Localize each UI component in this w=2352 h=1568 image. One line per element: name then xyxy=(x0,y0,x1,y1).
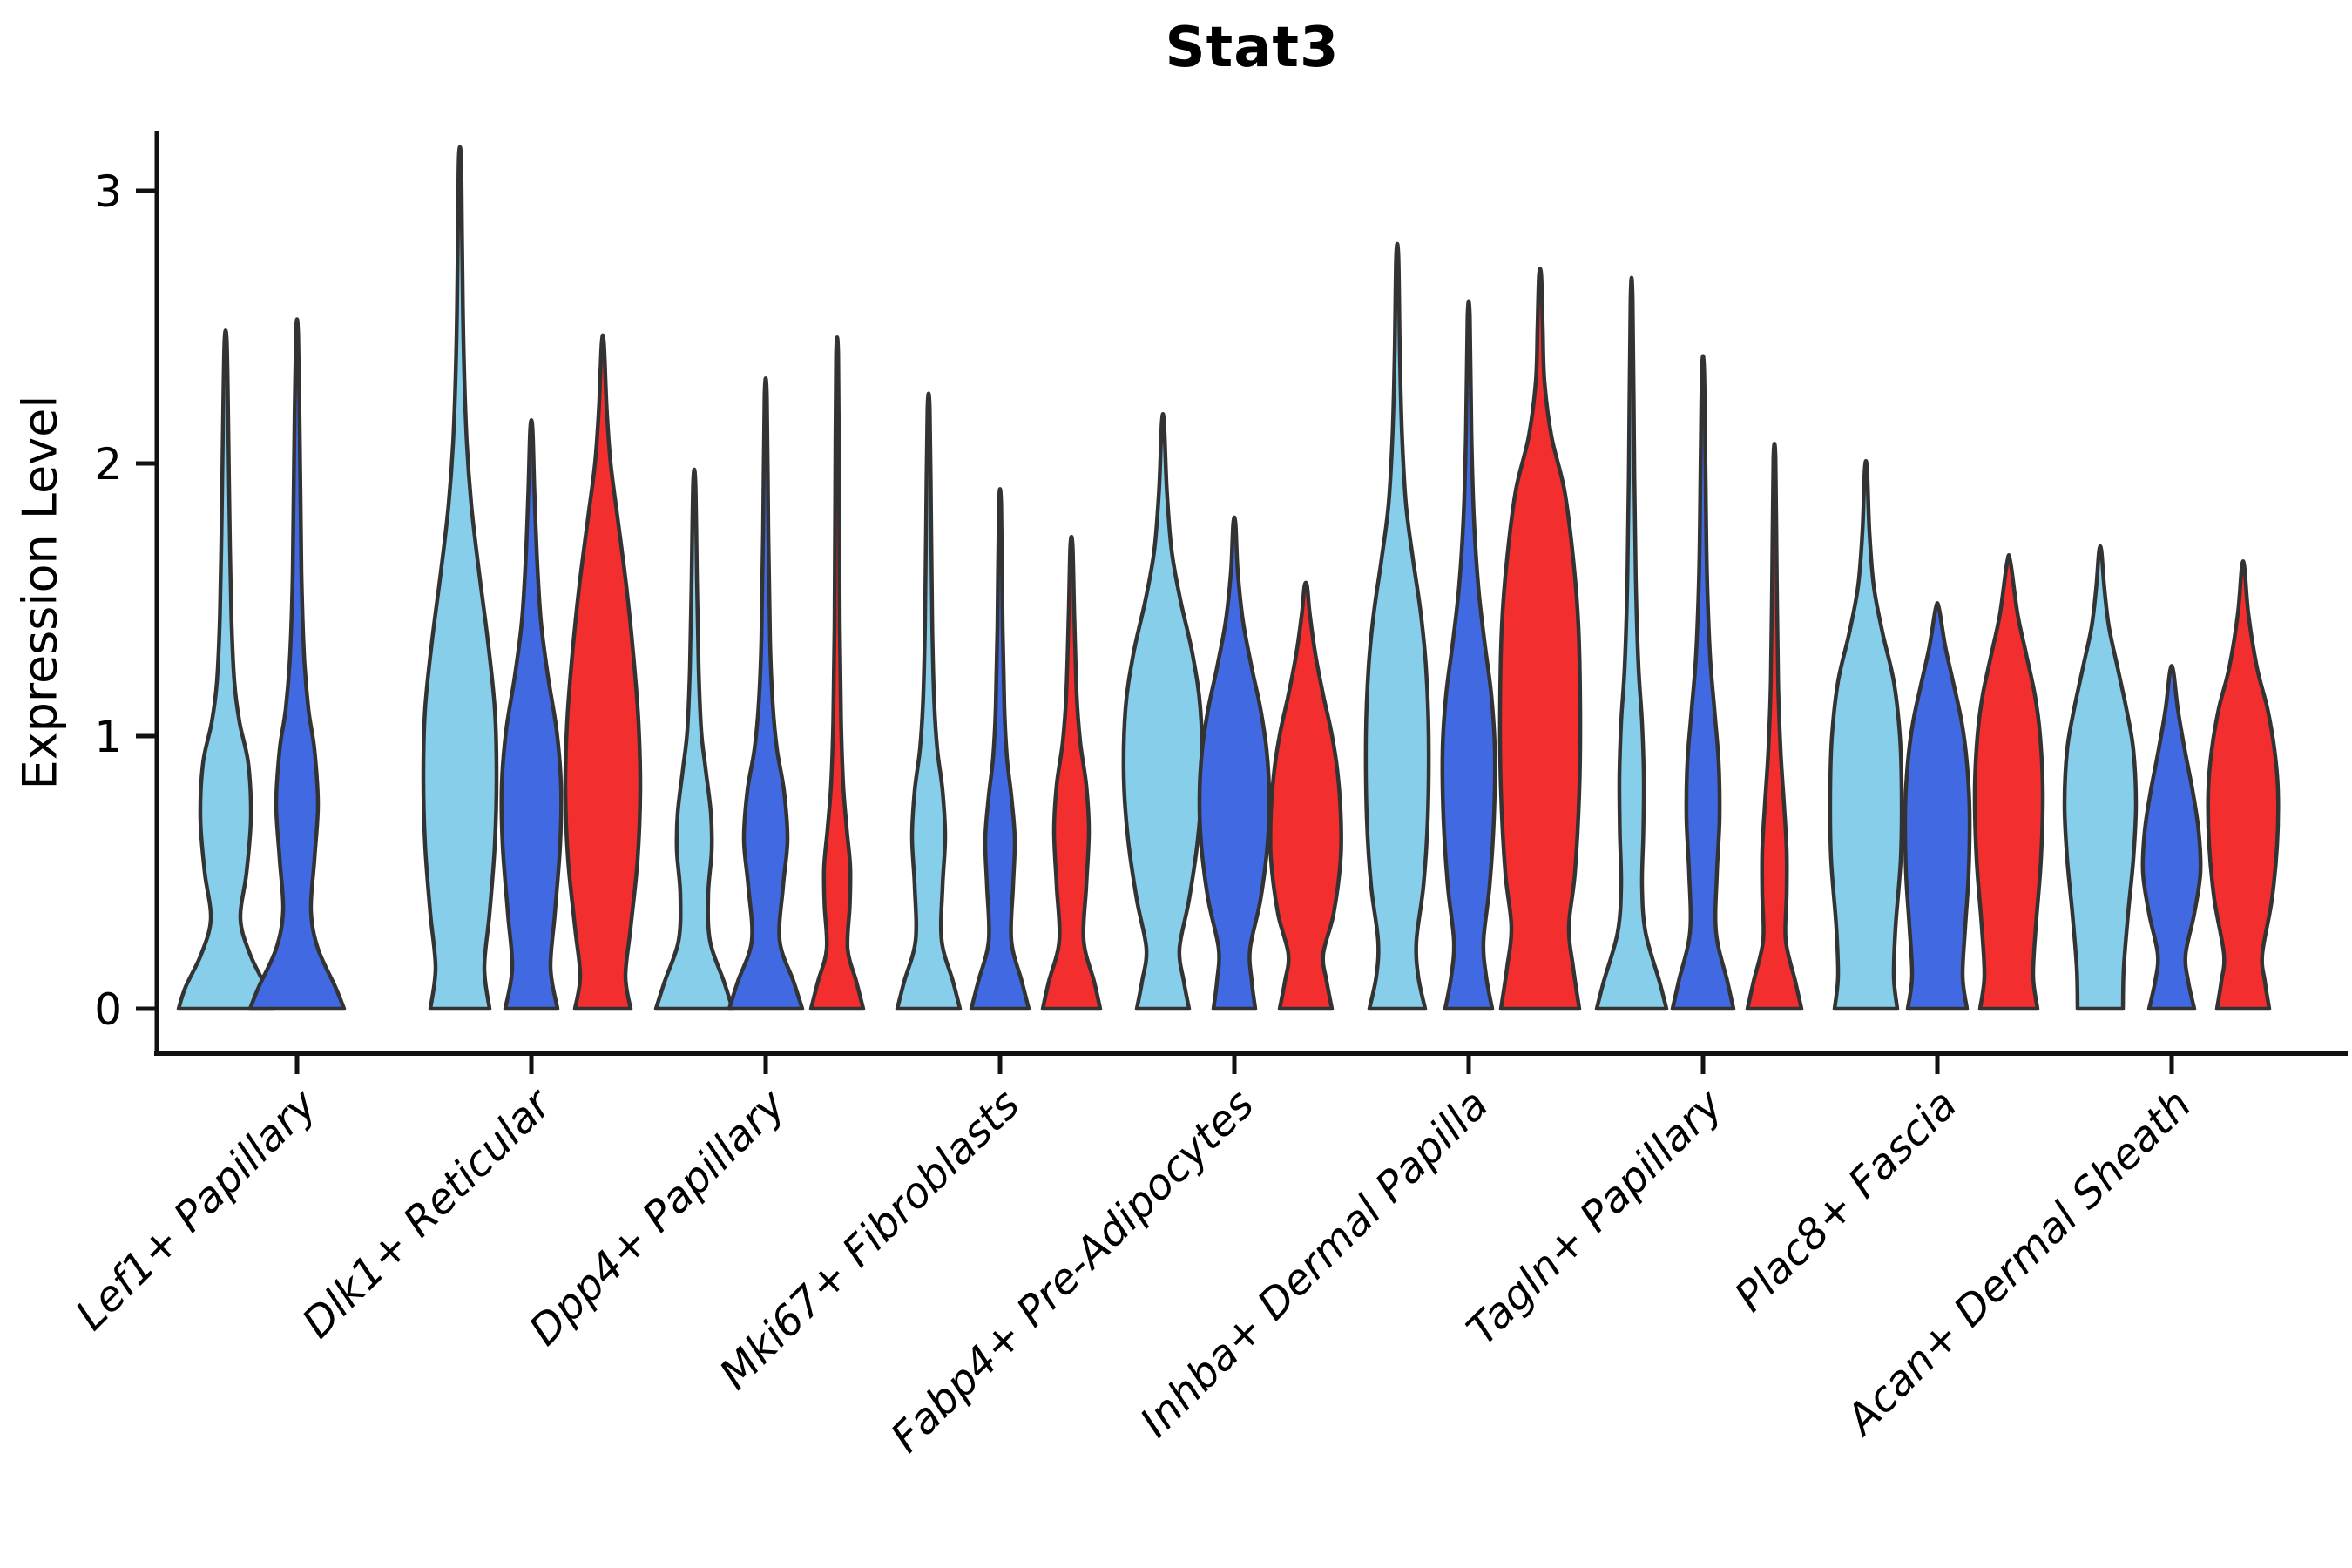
violin-royal-blue-1 xyxy=(247,317,347,1011)
violin-red-6 xyxy=(1497,267,1583,1011)
violin-royal-blue-4 xyxy=(969,487,1031,1011)
violin-red-7 xyxy=(1745,442,1804,1011)
violin-red-8 xyxy=(1972,553,2045,1011)
violin-light-blue-1 xyxy=(176,328,275,1011)
violin-red-9 xyxy=(2206,559,2281,1011)
violin-red-3 xyxy=(808,335,866,1011)
violin-light-blue-6 xyxy=(1363,241,1431,1011)
y-tick-label: 3 xyxy=(94,166,122,217)
violin-light-blue-9 xyxy=(2062,544,2139,1011)
y-tick-label: 0 xyxy=(94,984,122,1035)
violin-light-blue-7 xyxy=(1594,275,1669,1011)
violin-red-4 xyxy=(1040,534,1103,1011)
y-tick-label: 2 xyxy=(94,439,122,490)
violin-light-blue-4 xyxy=(895,391,963,1011)
violin-light-blue-3 xyxy=(653,467,735,1011)
violin-royal-blue-6 xyxy=(1440,299,1497,1011)
chart-title: Stat3 xyxy=(1165,16,1340,80)
violin-red-2 xyxy=(563,333,643,1011)
violin-royal-blue-2 xyxy=(499,418,564,1011)
violin-royal-blue-9 xyxy=(2140,664,2203,1011)
violin-light-blue-2 xyxy=(421,145,499,1011)
violin-royal-blue-8 xyxy=(1903,601,1972,1011)
violin-light-blue-5 xyxy=(1121,412,1205,1011)
violin-red-5 xyxy=(1267,580,1344,1011)
violin-light-blue-8 xyxy=(1828,459,1904,1011)
violin-royal-blue-5 xyxy=(1197,515,1272,1011)
violin-royal-blue-3 xyxy=(727,375,805,1011)
violin-royal-blue-7 xyxy=(1670,354,1736,1011)
y-tick-label: 1 xyxy=(94,712,122,762)
